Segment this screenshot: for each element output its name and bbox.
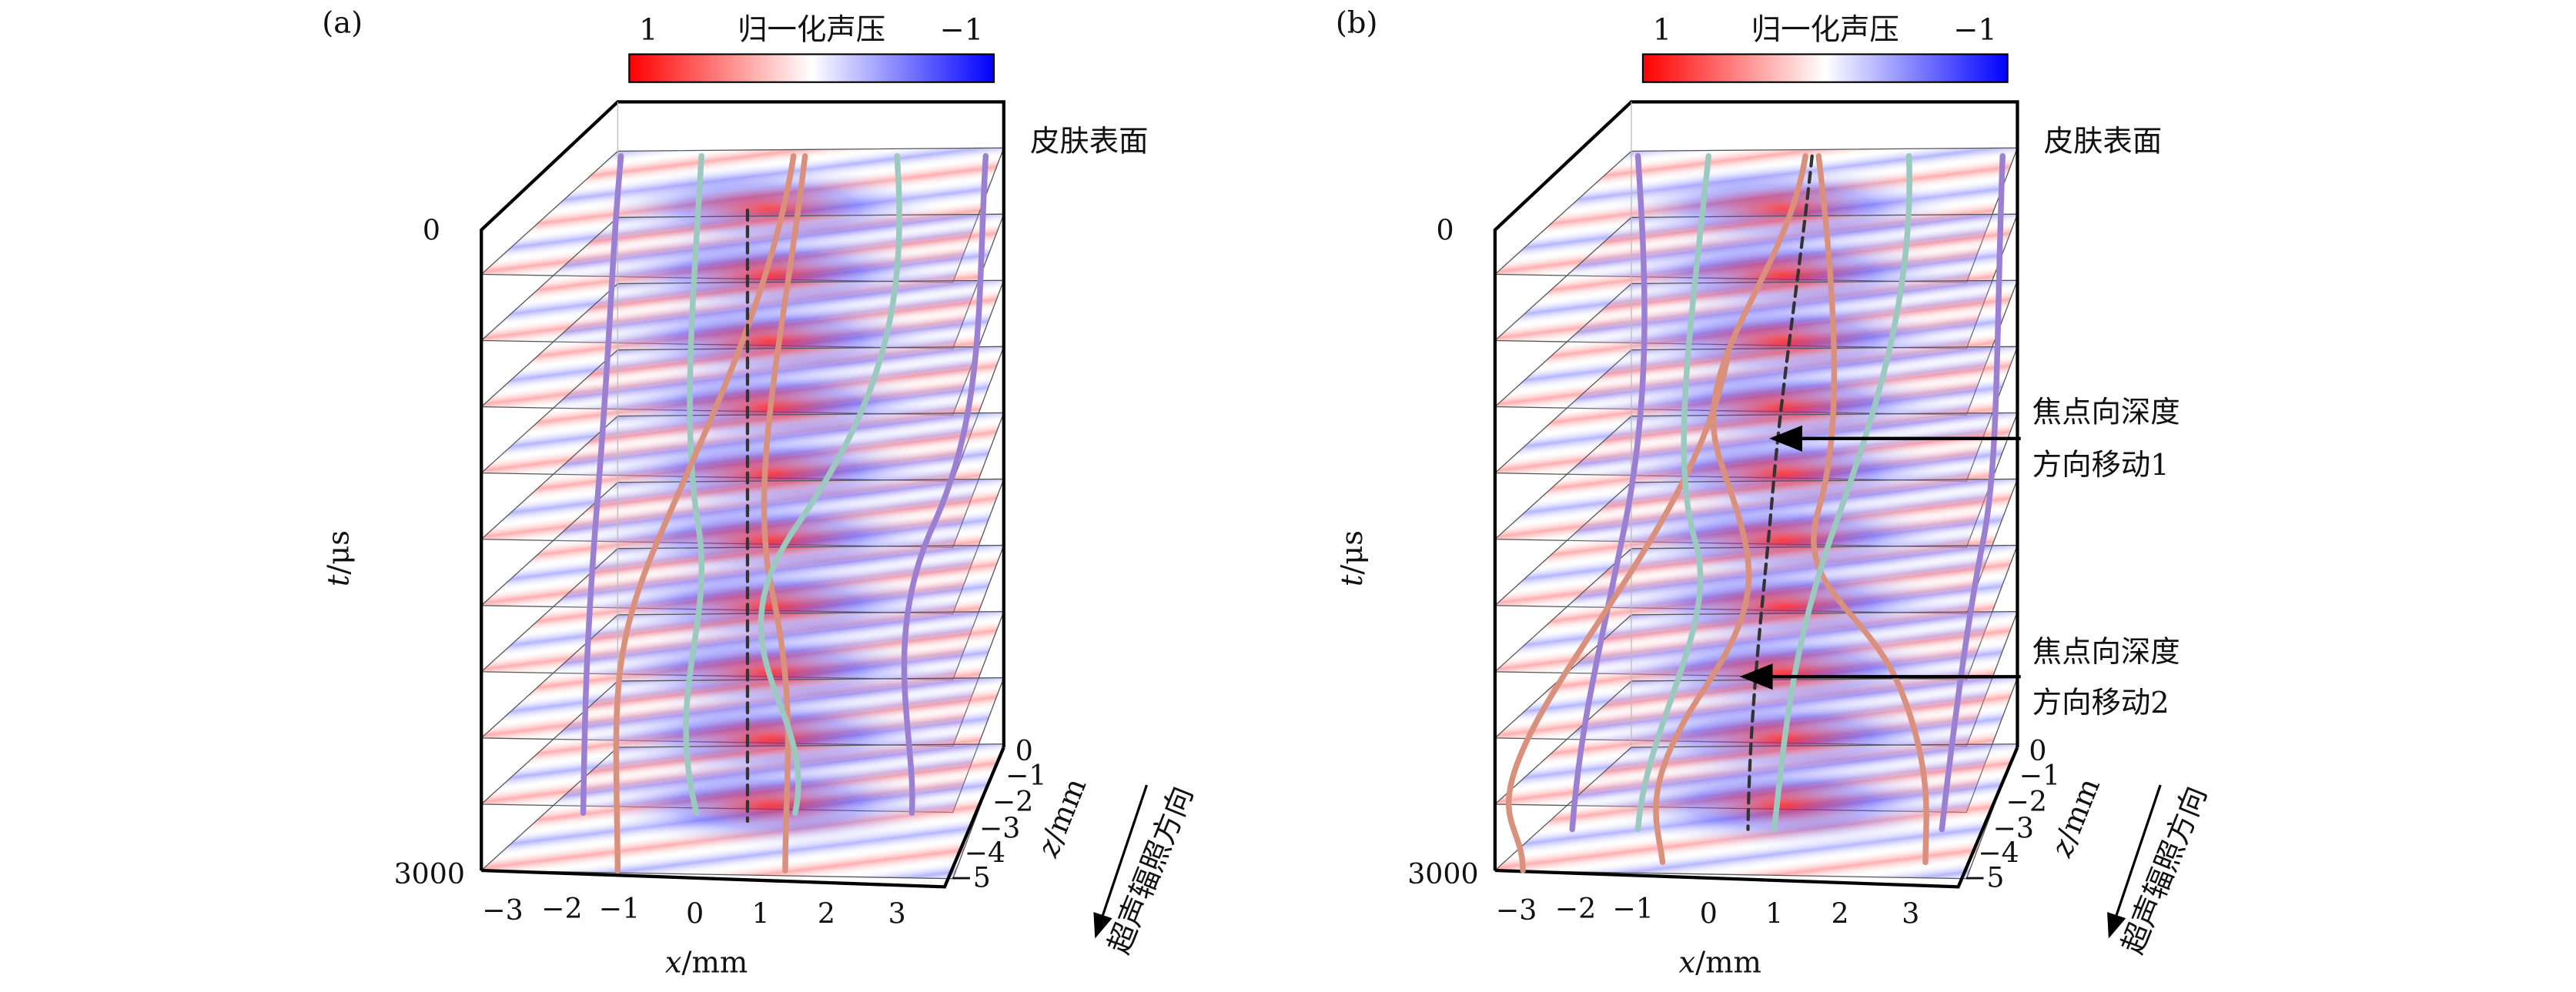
focal-region [481, 743, 1004, 879]
x-tick: −3 [1496, 893, 1537, 927]
z-tick: −4 [1978, 836, 2019, 869]
z-ticks: 0 −1 −2 −3 −4 −5 [1963, 734, 2060, 893]
irradiation-direction-arrow [1093, 784, 1148, 939]
panel-b: (b) 1 归一化声压 −1 皮肤表面 焦点向深度 方向移动1 焦点向深度 方向… [1335, 6, 2214, 980]
t-tick: 0 [1436, 214, 1454, 247]
z-tick: −3 [1992, 811, 2033, 844]
t-axis-label: t/μs [321, 530, 356, 586]
annotation-focus-shift-1-line2: 方向移动1 [2032, 448, 2170, 483]
pressure-planes [480, 147, 1005, 880]
trajectory-teal-left [683, 153, 705, 817]
x-tick: −3 [482, 893, 523, 927]
x-tick: 1 [751, 897, 769, 930]
panel-label: (b) [1336, 6, 1378, 41]
x-ticks: −3 −2 −1 0 1 2 3 [482, 892, 905, 930]
trajectory-salmon-left [613, 153, 797, 873]
z-tick: −1 [1005, 759, 1046, 792]
axis-box [1493, 100, 2019, 889]
trajectory-salmon-right [1811, 153, 1929, 866]
trajectories [1506, 153, 2006, 873]
skin-surface-label: 皮肤表面 [2044, 124, 2163, 159]
colorbar-title: 归一化声压 [1751, 12, 1899, 47]
z-tick: 0 [1015, 734, 1033, 767]
annotation-focus-shift-2-line1: 焦点向深度 [2032, 635, 2180, 670]
trajectory-teal-right [758, 153, 902, 817]
z-tick: 0 [2029, 734, 2046, 767]
trajectory-purple-right [1939, 153, 2006, 833]
irradiation-direction-label: 超声辐照方向 [2116, 781, 2214, 959]
t-tick: 3000 [1407, 857, 1478, 890]
x-axis-label: x/mm [665, 945, 748, 980]
x-tick: 1 [1765, 897, 1783, 930]
t-axis-label: t/μs [1335, 530, 1370, 586]
annotation-focus-shift-1-line1: 焦点向深度 [2032, 395, 2180, 429]
z-tick: −5 [949, 860, 990, 893]
x-ticks: −3 −2 −1 0 1 2 3 [1496, 892, 1919, 930]
skin-surface-label: 皮肤表面 [1030, 124, 1149, 159]
x-tick: 2 [818, 897, 835, 930]
trajectories [580, 153, 989, 873]
t-tick: 3000 [394, 857, 465, 890]
x-tick: 3 [1902, 897, 1919, 930]
x-tick: 0 [686, 897, 704, 930]
x-tick: 2 [1831, 897, 1848, 930]
trajectory-purple-left [1569, 153, 1648, 833]
colorbar-left-value: 1 [1653, 12, 1671, 47]
trajectory-purple-left [580, 153, 624, 817]
x-tick: −1 [599, 892, 640, 925]
colorbar-right-value: −1 [940, 12, 984, 47]
colorbar-right-value: −1 [1953, 12, 1997, 47]
focus-line [1746, 154, 1814, 831]
z-tick: −1 [2019, 759, 2060, 792]
colorbar [628, 53, 995, 83]
colorbar-title: 归一化声压 [738, 12, 885, 47]
z-tick: −2 [2006, 785, 2047, 818]
z-tick: −5 [1963, 860, 2004, 893]
x-tick: −2 [541, 892, 582, 925]
trajectory-salmon-right [761, 153, 808, 873]
x-axis-label: x/mm [1678, 945, 1761, 980]
z-ticks: 0 −1 −2 −3 −4 −5 [949, 734, 1046, 893]
pressure-planes [1494, 147, 2019, 880]
panel-a: (a) 1 归一化声压 −1 皮肤表面 0 3000 t/μs −3 −2 −1 [321, 6, 1200, 980]
z-tick: −4 [965, 836, 1005, 869]
irradiation-direction-arrow [2107, 784, 2162, 939]
x-tick: −1 [1612, 892, 1653, 925]
t-tick: 0 [423, 214, 440, 247]
z-tick: −2 [992, 785, 1033, 818]
trajectory-teal-left [1634, 153, 1712, 833]
colorbar [1641, 53, 2009, 83]
irradiation-direction-label: 超声辐照方向 [1102, 781, 1200, 959]
x-tick: −2 [1555, 892, 1596, 925]
colorbar-left-value: 1 [639, 12, 657, 47]
x-tick: 3 [888, 897, 906, 930]
trajectory-teal-right [1771, 153, 1912, 833]
panel-label: (a) [322, 6, 363, 41]
trajectory-salmon-far-left [1506, 350, 1731, 873]
x-tick: 0 [1700, 897, 1718, 930]
focal-region [1494, 743, 2018, 879]
annotation-focus-shift-2-line2: 方向移动2 [2032, 686, 2170, 720]
z-tick: −3 [979, 811, 1020, 844]
trajectory-salmon-left [1653, 153, 1808, 866]
trajectory-purple-right [901, 153, 989, 817]
